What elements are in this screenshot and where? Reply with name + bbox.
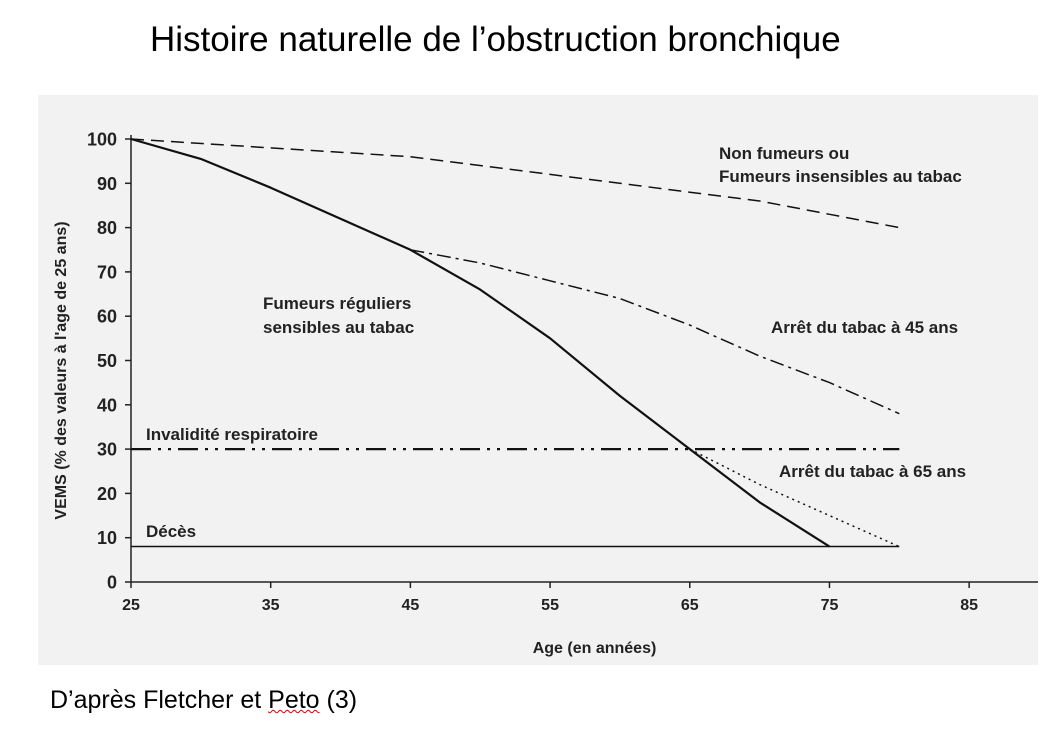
y-tick-label: 60 bbox=[97, 307, 117, 327]
series-line-arret-65 bbox=[689, 448, 900, 548]
y-tick-label: 50 bbox=[97, 351, 117, 371]
x-tick-label: 65 bbox=[681, 597, 699, 614]
annotation-arret-65: Arrêt du tabac à 65 ans bbox=[779, 462, 966, 481]
annotation-non-fumeurs: Fumeurs insensibles au tabac bbox=[719, 167, 962, 186]
x-tick-label: 75 bbox=[821, 597, 839, 614]
y-tick-label: 90 bbox=[97, 174, 117, 194]
source-caption: D’après Fletcher et Peto (3) bbox=[50, 686, 357, 715]
y-tick-label: 0 bbox=[107, 573, 117, 593]
x-tick-label: 45 bbox=[401, 597, 419, 614]
y-tick-label: 70 bbox=[97, 262, 117, 282]
caption-suffix: (3) bbox=[319, 686, 358, 714]
annotation-invalidite: Invalidité respiratoire bbox=[146, 425, 318, 444]
x-tick-label: 55 bbox=[541, 597, 559, 614]
y-tick-label: 40 bbox=[97, 395, 117, 415]
y-tick-label: 30 bbox=[97, 440, 117, 460]
y-tick-label: 80 bbox=[97, 218, 117, 238]
page-title: Histoire naturelle de l’obstruction bron… bbox=[150, 20, 841, 59]
annotation-non-fumeurs: Non fumeurs ou bbox=[719, 144, 849, 163]
annotation-fumeurs-reguliers: sensibles au tabac bbox=[263, 318, 414, 337]
annotation-arret-45: Arrêt du tabac à 45 ans bbox=[771, 318, 958, 337]
x-tick-label: 85 bbox=[960, 597, 978, 614]
caption-author: Peto bbox=[268, 686, 320, 714]
x-tick-label: 25 bbox=[122, 597, 140, 614]
y-tick-label: 20 bbox=[97, 484, 117, 504]
chart-svg: 0 10 20 30 40 50 60 70 80 90 100 25 35 45 55 65 75 85 Age … bbox=[53, 130, 1038, 657]
y-tick-label: 100 bbox=[87, 130, 117, 150]
x-tick-label: 35 bbox=[262, 597, 280, 614]
y-axis-label: VEMS (% des valeurs à l'age de 25 ans) bbox=[53, 221, 70, 519]
series-line-non-fumeurs bbox=[130, 138, 900, 229]
annotation-deces: Décès bbox=[146, 522, 196, 541]
x-axis-label: Age (en années) bbox=[533, 640, 657, 657]
caption-prefix: D’après Fletcher et bbox=[50, 686, 269, 714]
chart-panel: 0 10 20 30 40 50 60 70 80 90 100 25 35 45 55 65 75 85 Age … bbox=[38, 95, 1038, 665]
annotation-fumeurs-reguliers: Fumeurs réguliers bbox=[263, 294, 411, 313]
y-tick-label: 10 bbox=[97, 528, 117, 548]
series-line-arret-45 bbox=[410, 249, 900, 415]
series-line-fumeurs-reguliers bbox=[130, 137, 831, 548]
